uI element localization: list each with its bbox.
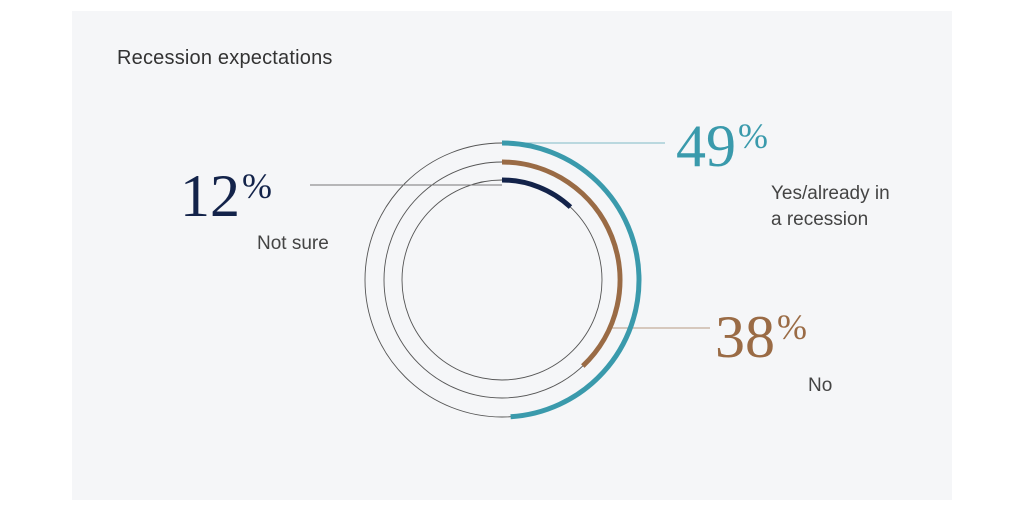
chart-title: Recession expectations (117, 47, 333, 69)
series-label-not-sure: Not sure (257, 231, 329, 257)
value-label-yes: 49% (676, 116, 768, 176)
value-number-yes: 49 (676, 113, 736, 179)
value-label-not-sure: 12% (180, 166, 272, 226)
series-label-not-sure-line-1: Not sure (257, 233, 329, 254)
series-label-yes-line-1: Yes/already in (771, 183, 890, 204)
arc-no (501, 159, 623, 368)
percent-sign-no: % (777, 307, 807, 347)
arc-not-sure (501, 177, 573, 209)
percent-sign-not-sure: % (242, 166, 272, 206)
value-number-not-sure: 12 (180, 163, 240, 229)
percent-sign-yes: % (738, 116, 768, 156)
series-label-yes-line-2: a recession (771, 209, 869, 230)
arc-yes (501, 140, 642, 420)
value-label-no: 38% (715, 307, 807, 367)
value-number-no: 38 (715, 304, 775, 370)
series-label-no: No (808, 373, 832, 399)
series-label-no-line-1: No (808, 375, 833, 396)
series-label-yes: Yes/already in a recession (771, 181, 890, 233)
ring-track-not-sure (401, 179, 603, 381)
